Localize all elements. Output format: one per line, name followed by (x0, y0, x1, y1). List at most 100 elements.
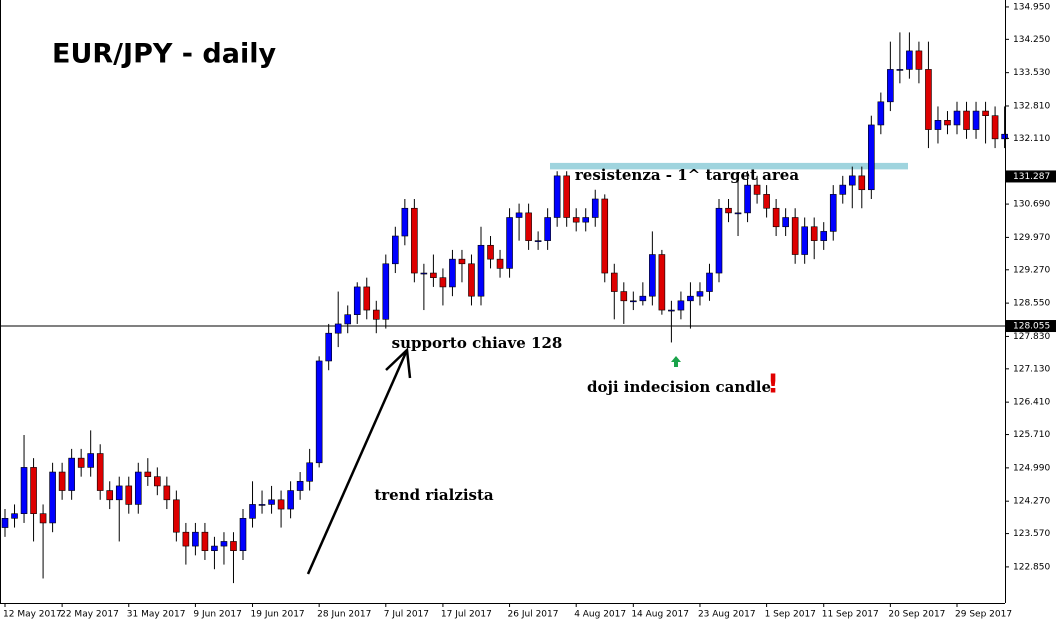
candle-body (544, 217, 551, 241)
candle-body (601, 198, 609, 274)
y-tick-label: 127.130 (1013, 364, 1050, 374)
candle-body (420, 272, 428, 275)
candle-body (182, 531, 190, 547)
candle-body (639, 295, 647, 302)
candle-body (525, 212, 532, 241)
candle-body (772, 207, 780, 228)
candle-body (430, 272, 437, 278)
x-tick-label: 17 Jul 2017 (441, 610, 492, 620)
candle-body (915, 50, 923, 70)
candle-body (296, 480, 304, 491)
x-tick-label: 7 Jul 2017 (384, 610, 429, 620)
candle-body (392, 235, 399, 265)
support-text: supporto chiave 128 (392, 334, 563, 352)
candle-body (77, 457, 85, 468)
candle-body (506, 217, 513, 269)
candle-body (963, 110, 970, 130)
candle-body (1, 518, 9, 528)
candle-body (144, 471, 152, 477)
candle-body (1001, 133, 1008, 140)
candle-body (591, 198, 599, 218)
candle-body (563, 175, 570, 218)
candle-body (829, 194, 837, 232)
current-price-box (1006, 170, 1056, 183)
candle-body (763, 194, 770, 209)
candle-body (258, 504, 266, 506)
candle-body (725, 207, 732, 214)
candle-body (211, 545, 218, 552)
candle-body (353, 286, 361, 315)
candle-body (287, 490, 294, 510)
y-tick-label: 132.810 (1013, 101, 1050, 111)
y-tick-label: 124.270 (1013, 497, 1050, 507)
candle-body (944, 120, 951, 126)
candle-body (11, 513, 18, 519)
candle-body (687, 295, 694, 302)
candle-body (848, 175, 856, 186)
candle-body (734, 212, 742, 215)
y-tick-label: 125.710 (1013, 430, 1050, 440)
candle-body (106, 490, 114, 501)
y-tick-label: 126.410 (1013, 398, 1050, 408)
candle-body (154, 476, 161, 487)
candle-body (315, 360, 323, 464)
candle-body (906, 50, 913, 70)
candle-body (782, 217, 789, 228)
x-tick-label: 9 Jun 2017 (193, 610, 241, 620)
y-tick-label: 128.550 (1013, 299, 1050, 309)
candle-body (268, 499, 275, 505)
candle-body (125, 485, 133, 505)
candle-body (810, 226, 818, 241)
x-tick-label: 1 Sep 2017 (765, 610, 816, 620)
candle-body (249, 504, 256, 519)
candle-body (477, 244, 485, 297)
candle-body (372, 309, 380, 320)
candle-body (30, 467, 37, 514)
x-tick-label: 29 Sep 2017 (955, 610, 1012, 620)
candle-body (658, 254, 666, 311)
candle-body (972, 110, 980, 130)
x-tick-label: 12 May 2017 (3, 610, 62, 620)
y-tick-label: 133.530 (1013, 68, 1050, 78)
candle-body (115, 485, 123, 501)
candle-body (439, 277, 447, 288)
plot (0, 32, 1008, 584)
x-tick-label: 28 Jun 2017 (317, 610, 371, 620)
candle-body (201, 531, 209, 552)
candle-body (411, 207, 418, 274)
candle-body (534, 240, 542, 242)
candle-body (839, 184, 847, 195)
candle-body (173, 499, 180, 533)
candle-body (953, 110, 961, 126)
candle-body (610, 272, 618, 292)
y-tick-label: 129.270 (1013, 265, 1050, 275)
chart-title: EUR/JPY - daily (52, 39, 276, 70)
candle-body (696, 291, 704, 297)
x-tick-label: 14 Aug 2017 (631, 610, 689, 620)
candle-body (49, 471, 56, 524)
candle-body (744, 184, 751, 214)
candle-body (220, 541, 228, 547)
candle-body (449, 258, 456, 288)
candle-body (163, 485, 171, 501)
y-tick-label: 123.570 (1013, 529, 1050, 539)
candle-body (677, 300, 685, 311)
candle-body (58, 471, 66, 491)
y-tick-label: 132.110 (1013, 134, 1050, 144)
candle-body (87, 453, 94, 468)
candle-body (39, 513, 47, 524)
candle-body (801, 226, 808, 255)
candle-body (620, 291, 628, 302)
y-tick-label: 127.830 (1013, 332, 1050, 342)
y-tick-label: 134.950 (1013, 2, 1050, 12)
x-tick-label: 31 May 2017 (127, 610, 186, 620)
candle-body (925, 69, 932, 130)
candle-body (20, 467, 28, 514)
candle-body (991, 115, 999, 140)
support-price-box (1006, 320, 1056, 333)
candle-body (382, 263, 390, 320)
candle-body (582, 217, 590, 223)
y-tick-label: 130.690 (1013, 200, 1050, 210)
candle-body (487, 244, 494, 260)
